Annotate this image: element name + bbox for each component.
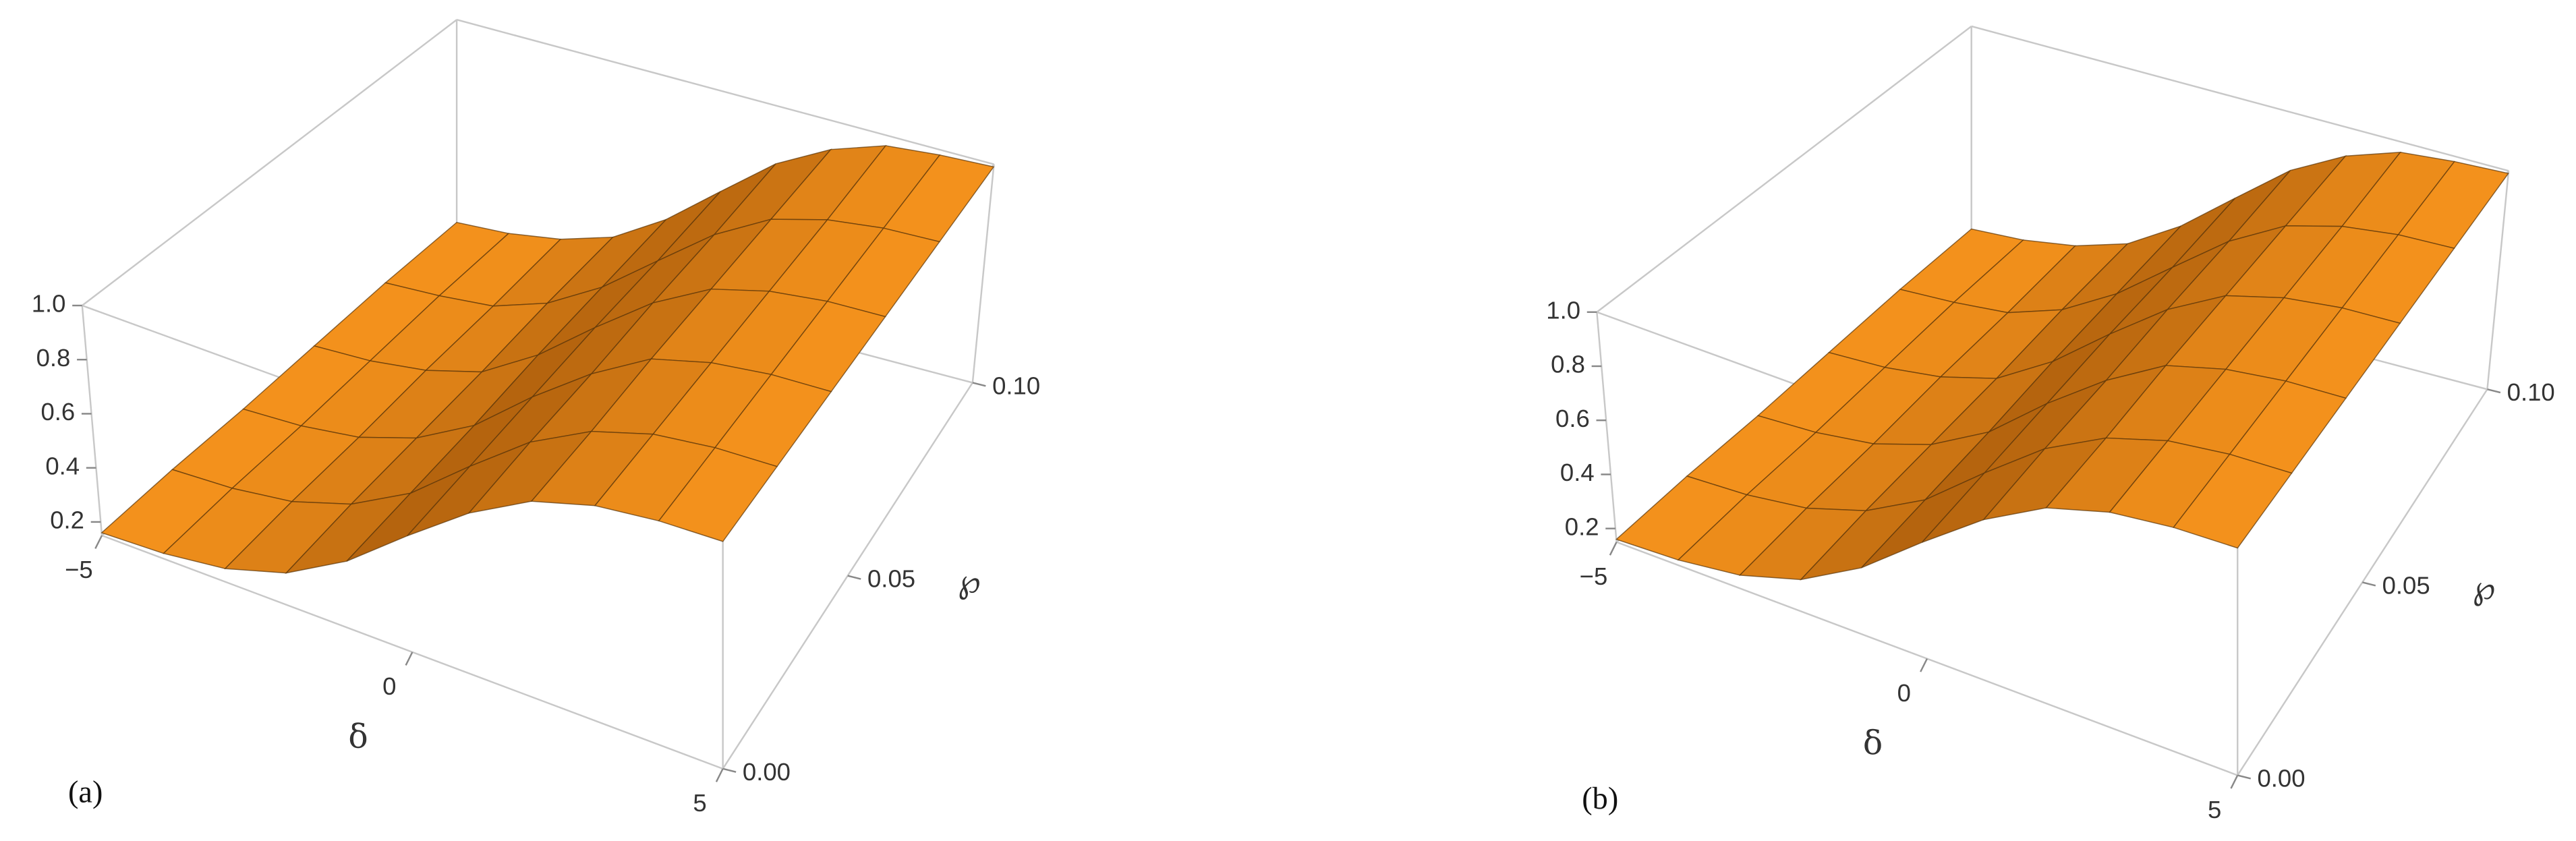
y-tick bbox=[2487, 388, 2501, 394]
z-tick-label: 0.2 bbox=[50, 506, 84, 534]
x-tick bbox=[715, 768, 724, 782]
box-edge bbox=[2486, 171, 2510, 390]
y-tick-label: 0.05 bbox=[2382, 571, 2430, 599]
x-tick-label: 0 bbox=[382, 672, 396, 700]
z-tick-label: 0.6 bbox=[1555, 405, 1590, 432]
panel: 0.2 0.4 0.6 0.8 1.0 −5 0 5 0.00 0.05 0.10 δ ℘ (b) bbox=[1546, 25, 2555, 823]
z-tick-label: 0.6 bbox=[40, 398, 75, 426]
y-tick bbox=[972, 382, 986, 387]
y-axis-label: ℘ bbox=[958, 562, 981, 600]
y-tick bbox=[2237, 774, 2252, 780]
x-tick-label: −5 bbox=[65, 556, 93, 583]
x-tick-label: 5 bbox=[2208, 796, 2221, 823]
surface-patch bbox=[658, 446, 778, 542]
y-tick-label: 0.00 bbox=[743, 758, 791, 786]
y-tick-label: 0.05 bbox=[867, 565, 915, 593]
y-tick-label: 0.00 bbox=[2257, 765, 2305, 792]
z-tick-label: 0.8 bbox=[36, 344, 71, 372]
x-tick bbox=[1609, 542, 1618, 556]
y-tick bbox=[2362, 581, 2376, 587]
y-tick bbox=[722, 767, 737, 773]
x-tick bbox=[94, 535, 103, 550]
y-axis-label: ℘ bbox=[2473, 569, 2496, 607]
x-tick-label: −5 bbox=[1580, 562, 1608, 590]
z-tick-label: 1.0 bbox=[1546, 296, 1580, 324]
panel-label: (b) bbox=[1582, 782, 1618, 816]
surface-patch bbox=[2173, 453, 2293, 549]
y-tick-label: 0.10 bbox=[2507, 378, 2555, 406]
box-edge bbox=[456, 19, 994, 165]
z-tick-label: 1.0 bbox=[32, 290, 66, 318]
z-tick-label: 0.2 bbox=[1565, 513, 1599, 540]
box-edge bbox=[1596, 26, 1972, 313]
box-edge bbox=[81, 305, 103, 536]
box-edge bbox=[1971, 25, 2509, 172]
box-edge bbox=[82, 19, 457, 306]
panel: 0.2 0.4 0.6 0.8 1.0 −5 0 5 0.00 0.05 0.10 δ ℘ (a) bbox=[32, 19, 1040, 817]
x-axis-label: δ bbox=[1863, 724, 1883, 762]
x-tick-label: 5 bbox=[693, 789, 706, 817]
x-tick bbox=[405, 651, 413, 666]
y-tick bbox=[847, 575, 861, 580]
y-tick-label: 0.10 bbox=[992, 372, 1040, 399]
panel-label: (a) bbox=[68, 775, 103, 809]
x-tick bbox=[2230, 775, 2239, 789]
z-tick-label: 0.8 bbox=[1551, 351, 1585, 378]
z-tick-label: 0.4 bbox=[1560, 459, 1595, 486]
x-axis-label: δ bbox=[348, 718, 368, 755]
x-tick-label: 0 bbox=[1897, 679, 1911, 707]
box-edge bbox=[971, 164, 995, 383]
box-edge bbox=[1596, 312, 1618, 542]
z-tick-label: 0.4 bbox=[45, 452, 80, 480]
x-tick bbox=[1920, 658, 1928, 672]
